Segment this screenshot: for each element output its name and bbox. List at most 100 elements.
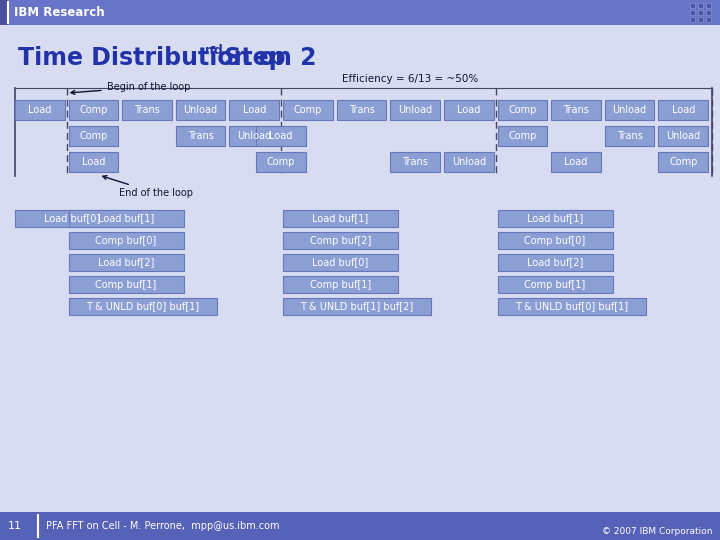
Bar: [176, 100, 225, 120]
Text: Comp buf[0]: Comp buf[0]: [524, 235, 585, 246]
Bar: [390, 100, 440, 120]
Bar: [230, 126, 279, 146]
Bar: [283, 210, 398, 227]
Text: Load: Load: [672, 105, 695, 115]
Bar: [15, 210, 130, 227]
Bar: [551, 100, 600, 120]
Text: Unload: Unload: [184, 105, 217, 115]
Bar: [256, 126, 306, 146]
Bar: [498, 298, 646, 315]
Text: Load: Load: [82, 157, 105, 167]
Text: Comp: Comp: [79, 131, 107, 141]
Text: Load: Load: [457, 105, 480, 115]
Bar: [68, 276, 184, 293]
Text: Comp buf[1]: Comp buf[1]: [524, 280, 585, 289]
Text: Load buf[1]: Load buf[1]: [527, 213, 583, 224]
Text: Step: Step: [216, 46, 286, 70]
Text: Comp: Comp: [267, 157, 295, 167]
Bar: [498, 100, 547, 120]
Text: 11: 11: [8, 521, 22, 531]
Bar: [706, 10, 711, 15]
Bar: [283, 276, 398, 293]
Bar: [605, 126, 654, 146]
Bar: [256, 152, 306, 172]
Text: Unload: Unload: [237, 131, 271, 141]
Text: T & UNLD buf[0] buf[1]: T & UNLD buf[0] buf[1]: [86, 301, 199, 312]
Bar: [68, 126, 118, 146]
Bar: [444, 100, 493, 120]
Text: Comp: Comp: [294, 105, 322, 115]
Text: Unload: Unload: [398, 105, 432, 115]
Text: T & UNLD buf[1] buf[2]: T & UNLD buf[1] buf[2]: [300, 301, 414, 312]
Text: Begin of the loop: Begin of the loop: [71, 82, 190, 94]
Bar: [283, 298, 431, 315]
Bar: [15, 100, 65, 120]
Bar: [690, 10, 695, 15]
Text: Unload: Unload: [613, 105, 647, 115]
Text: Load buf[0]: Load buf[0]: [45, 213, 101, 224]
Text: Load buf[0]: Load buf[0]: [312, 258, 369, 267]
Bar: [698, 3, 703, 8]
Text: Load: Load: [269, 131, 293, 141]
Bar: [706, 17, 711, 22]
Bar: [337, 100, 387, 120]
Text: Efficiency = 6/13 = ~50%: Efficiency = 6/13 = ~50%: [342, 74, 478, 84]
Bar: [68, 254, 184, 271]
Text: IBM Research: IBM Research: [14, 6, 104, 19]
Bar: [68, 210, 184, 227]
Text: Load: Load: [28, 105, 52, 115]
Text: Unload: Unload: [666, 131, 701, 141]
Text: Trans: Trans: [134, 105, 160, 115]
Text: Comp buf[2]: Comp buf[2]: [310, 235, 372, 246]
Text: Comp buf[1]: Comp buf[1]: [96, 280, 157, 289]
Text: Comp: Comp: [508, 131, 536, 141]
Bar: [0, 0, 8, 25]
Bar: [122, 100, 172, 120]
Bar: [68, 298, 217, 315]
Text: Unload: Unload: [451, 157, 486, 167]
Bar: [498, 254, 613, 271]
Bar: [283, 254, 398, 271]
Text: Trans: Trans: [348, 105, 374, 115]
Bar: [0, 512, 720, 540]
Text: © 2007 IBM Corporation: © 2007 IBM Corporation: [601, 527, 712, 536]
Text: Comp: Comp: [79, 105, 107, 115]
Bar: [690, 3, 695, 8]
Bar: [498, 126, 547, 146]
Bar: [551, 152, 600, 172]
Bar: [690, 17, 695, 22]
Text: Load: Load: [564, 157, 588, 167]
Bar: [658, 126, 708, 146]
Text: End of the loop: End of the loop: [103, 176, 193, 198]
Text: T & UNLD buf[0] buf[1]: T & UNLD buf[0] buf[1]: [515, 301, 628, 312]
Text: Comp buf[0]: Comp buf[0]: [96, 235, 157, 246]
Text: Time Distribution on 2: Time Distribution on 2: [18, 46, 317, 70]
Bar: [230, 100, 279, 120]
Text: Load buf[2]: Load buf[2]: [527, 258, 583, 267]
Text: nd: nd: [205, 44, 222, 57]
Bar: [176, 126, 225, 146]
Bar: [444, 152, 493, 172]
Bar: [698, 17, 703, 22]
Bar: [283, 232, 398, 249]
Bar: [68, 100, 118, 120]
Bar: [68, 232, 184, 249]
Bar: [68, 152, 118, 172]
Bar: [706, 3, 711, 8]
Text: Trans: Trans: [188, 131, 214, 141]
Text: Comp: Comp: [669, 157, 698, 167]
Bar: [0, 0, 720, 25]
Bar: [605, 100, 654, 120]
Bar: [498, 210, 613, 227]
Text: Load: Load: [243, 105, 266, 115]
Text: Comp buf[1]: Comp buf[1]: [310, 280, 372, 289]
Bar: [698, 10, 703, 15]
Text: Trans: Trans: [563, 105, 589, 115]
Text: Load buf[2]: Load buf[2]: [98, 258, 154, 267]
Bar: [498, 276, 613, 293]
Text: PFA FFT on Cell - M. Perrone,  mpp@us.ibm.com: PFA FFT on Cell - M. Perrone, mpp@us.ibm…: [46, 521, 279, 531]
Bar: [658, 100, 708, 120]
Bar: [283, 100, 333, 120]
Bar: [498, 232, 613, 249]
Text: Load buf[1]: Load buf[1]: [312, 213, 369, 224]
